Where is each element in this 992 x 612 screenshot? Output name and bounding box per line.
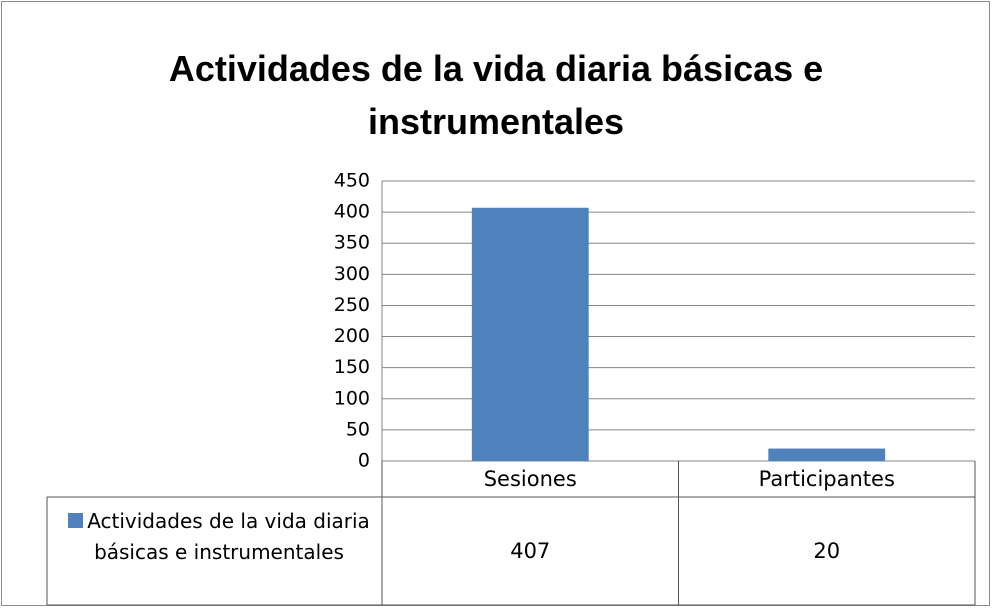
y-tick-label: 450: [334, 170, 370, 192]
y-tick-label: 400: [334, 201, 370, 223]
bar: [471, 207, 589, 461]
x-tick-label: Participantes: [759, 467, 895, 491]
y-tick-label: 0: [358, 450, 370, 472]
y-tick-label: 200: [334, 325, 370, 347]
y-tick-label: 50: [346, 418, 370, 440]
y-tick-label: 350: [334, 232, 370, 254]
y-tick-label: 300: [334, 263, 370, 285]
y-tick-label: 250: [334, 294, 370, 316]
x-tick-label: Sesiones: [484, 467, 577, 491]
y-tick-label: 100: [334, 387, 370, 409]
chart-title: Actividades de la vida diaria básicas e …: [168, 48, 824, 142]
legend-key: [68, 513, 84, 528]
bar: [768, 448, 886, 461]
table-value: 407: [510, 539, 550, 563]
y-tick-label: 150: [334, 356, 370, 378]
table-value: 20: [813, 539, 840, 563]
legend-entry: Actividades de la vida diaria básicas e …: [56, 506, 382, 568]
legend-label: Actividades de la vida diaria básicas e …: [87, 509, 370, 564]
